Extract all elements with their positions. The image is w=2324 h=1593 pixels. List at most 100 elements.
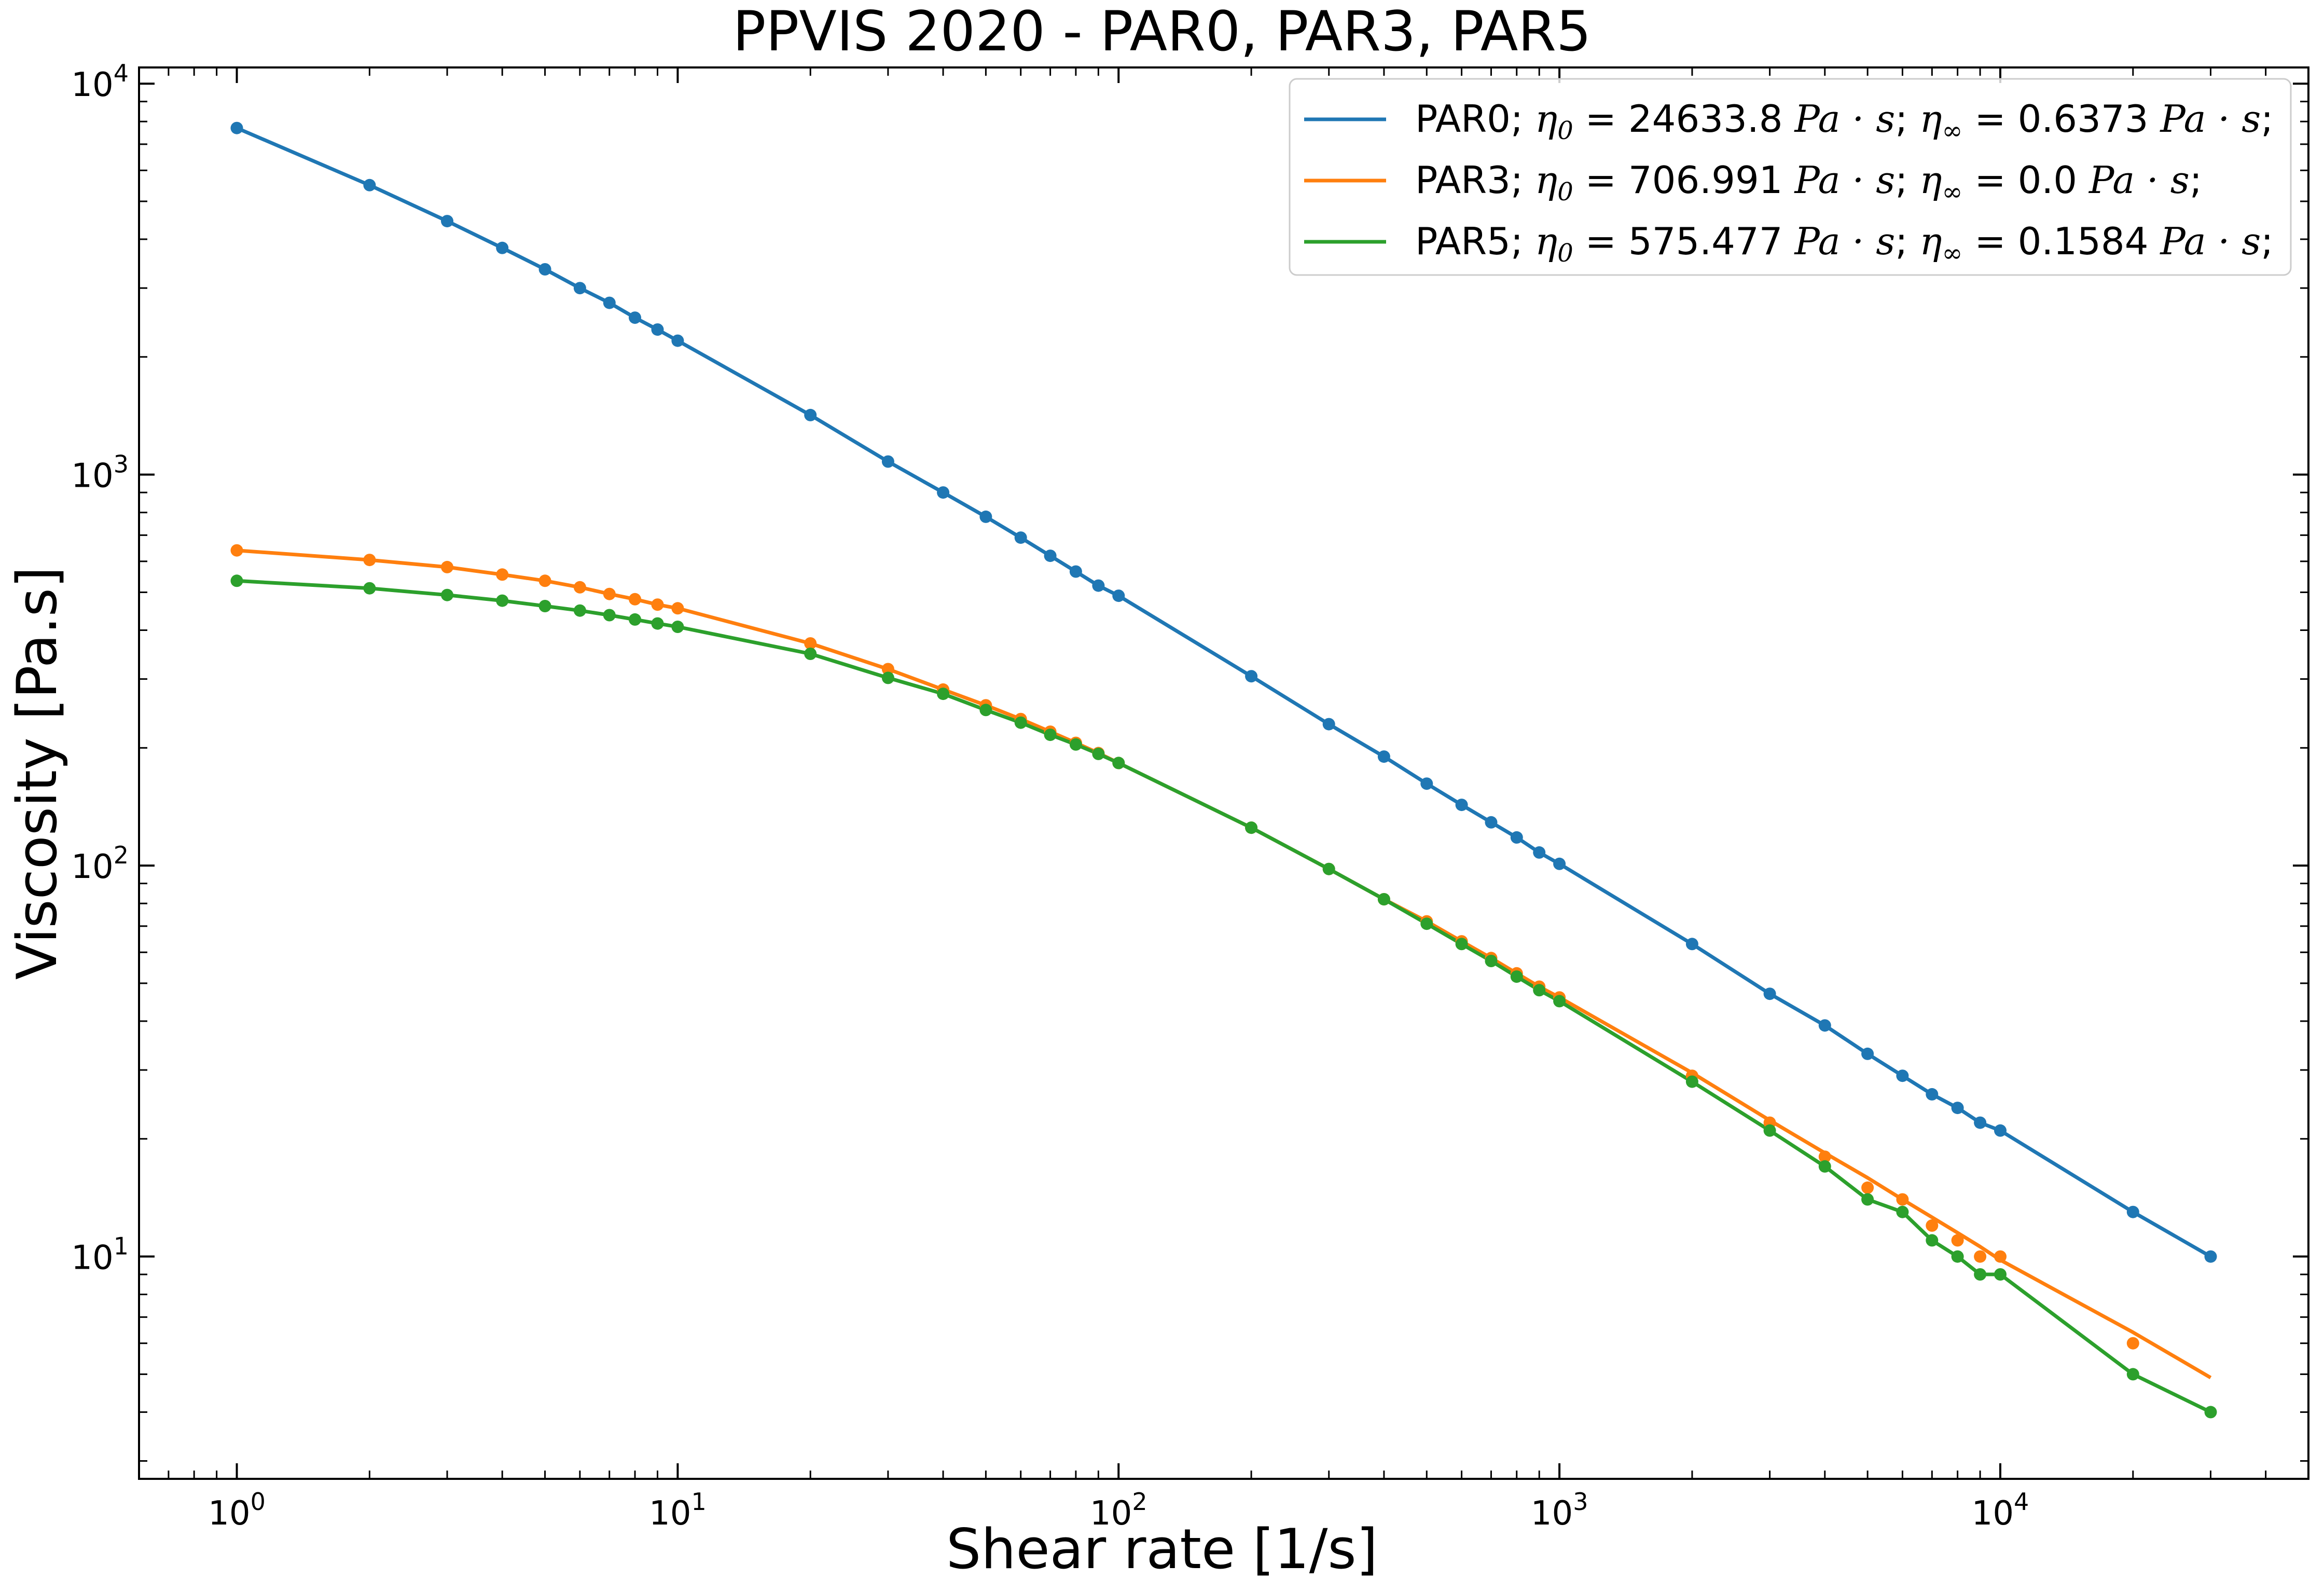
data-point-par5 — [496, 594, 509, 607]
data-point-par3 — [538, 574, 551, 587]
data-point-par0 — [1112, 589, 1125, 602]
data-point-par0 — [1818, 1019, 1831, 1032]
data-point-par3 — [651, 598, 664, 611]
data-point-par5 — [1455, 938, 1468, 951]
data-point-par0 — [804, 408, 817, 421]
axis-ticks — [138, 67, 2309, 1479]
data-point-par5 — [671, 621, 684, 633]
data-point-par0 — [1685, 938, 1698, 951]
data-point-par3 — [671, 602, 684, 615]
data-point-par0 — [1485, 816, 1498, 829]
data-point-par5 — [538, 600, 551, 612]
data-point-par0 — [1455, 799, 1468, 812]
data-point-par5 — [1245, 821, 1258, 834]
data-point-par0 — [1896, 1069, 1909, 1082]
legend-label-par3: PAR3; η0 = 706.991 Pa · s; η∞ = 0.0 Pa ·… — [1415, 158, 2202, 207]
data-point-par5 — [363, 582, 376, 595]
data-point-par5 — [1092, 747, 1105, 760]
x-tick-label: 101 — [649, 1488, 707, 1533]
data-point-par5 — [937, 688, 950, 701]
data-point-par5 — [1044, 729, 1057, 741]
data-point-par5 — [1377, 893, 1390, 905]
data-point-par0 — [651, 323, 664, 336]
data-point-par0 — [979, 510, 992, 523]
data-point-par5 — [1818, 1160, 1831, 1173]
data-point-par5 — [1951, 1250, 1964, 1263]
data-point-par5 — [1685, 1075, 1698, 1088]
x-tick-label: 103 — [1531, 1488, 1588, 1533]
data-point-par5 — [1533, 984, 1546, 997]
data-point-par3 — [496, 568, 509, 581]
data-point-par3 — [573, 581, 586, 594]
data-point-par0 — [1322, 718, 1335, 731]
data-point-par0 — [1092, 579, 1105, 592]
data-point-par0 — [1974, 1116, 1987, 1129]
x-tick-label: 104 — [1972, 1488, 2029, 1533]
legend: PAR0; η0 = 24633.8 Pa · s; η∞ = 0.6373 P… — [1289, 78, 2292, 276]
data-point-par0 — [1994, 1124, 2007, 1137]
y-tick-label: 103 — [71, 450, 129, 496]
plot-frame — [138, 66, 2309, 1480]
data-point-par0 — [881, 455, 894, 468]
data-point-par3 — [881, 663, 894, 676]
data-point-par3 — [1951, 1234, 1964, 1247]
data-point-par0 — [603, 296, 616, 309]
data-point-par3 — [363, 554, 376, 567]
y-tick-label: 102 — [71, 841, 129, 886]
data-point-par3 — [1994, 1250, 2007, 1263]
data-point-par0 — [1377, 750, 1390, 763]
data-point-par5 — [1994, 1268, 2007, 1281]
data-point-par5 — [1553, 995, 1566, 1008]
y-tick-label: 101 — [71, 1232, 129, 1278]
data-point-par5 — [1112, 757, 1125, 770]
data-point-par5 — [1861, 1193, 1874, 1206]
legend-label-par5: PAR5; η0 = 575.477 Pa · s; η∞ = 0.1584 P… — [1415, 219, 2273, 268]
x-tick-label: 102 — [1090, 1488, 1147, 1533]
data-point-par3 — [603, 587, 616, 600]
data-point-par5 — [1974, 1268, 1987, 1281]
data-point-par3 — [230, 544, 243, 557]
data-point-par5 — [230, 574, 243, 587]
legend-box — [1289, 78, 2292, 276]
data-point-par3 — [2126, 1337, 2139, 1350]
data-point-par5 — [603, 609, 616, 622]
data-point-par5 — [881, 671, 894, 684]
data-point-par5 — [2204, 1406, 2217, 1419]
data-point-par5 — [2126, 1368, 2139, 1381]
data-point-par0 — [1553, 857, 1566, 870]
data-point-par5 — [1510, 970, 1523, 983]
data-point-par3 — [1926, 1219, 1939, 1232]
data-point-par3 — [1974, 1250, 1987, 1263]
y-tick-label: 104 — [71, 59, 129, 104]
data-point-par3 — [1861, 1181, 1874, 1194]
data-point-par3 — [804, 637, 817, 650]
data-point-par0 — [671, 334, 684, 347]
data-point-par0 — [1861, 1047, 1874, 1060]
axis-tick-labels: 100 101 102 103 104 101 102 103 104 — [71, 59, 2029, 1533]
data-point-par0 — [1951, 1102, 1964, 1115]
data-point-par0 — [230, 121, 243, 134]
data-point-par0 — [538, 263, 551, 276]
data-point-par5 — [1420, 917, 1433, 930]
y-axis-label: Viscosity [Pa.s] — [5, 567, 69, 980]
data-point-par5 — [441, 588, 453, 601]
data-point-par0 — [2126, 1205, 2139, 1218]
data-point-par5 — [573, 604, 586, 617]
data-point-par5 — [1896, 1205, 1909, 1218]
series-points — [230, 121, 2217, 1419]
data-point-par0 — [1510, 831, 1523, 844]
data-point-par0 — [1014, 531, 1027, 544]
data-point-par0 — [1763, 987, 1776, 1000]
data-point-par0 — [363, 178, 376, 191]
data-point-par3 — [1818, 1150, 1831, 1163]
chart-title: PPVIS 2020 - PAR0, PAR3, PAR5 — [732, 0, 1591, 63]
data-point-par0 — [1044, 550, 1057, 562]
legend-label-par0: PAR0; η0 = 24633.8 Pa · s; η∞ = 0.6373 P… — [1415, 97, 2273, 145]
data-point-par0 — [573, 282, 586, 295]
data-point-par5 — [1069, 738, 1082, 751]
x-axis-label: Shear rate [1/s] — [946, 1517, 1378, 1581]
data-point-par3 — [1896, 1193, 1909, 1206]
x-tick-label: 100 — [208, 1488, 266, 1533]
data-point-par5 — [1926, 1234, 1939, 1247]
